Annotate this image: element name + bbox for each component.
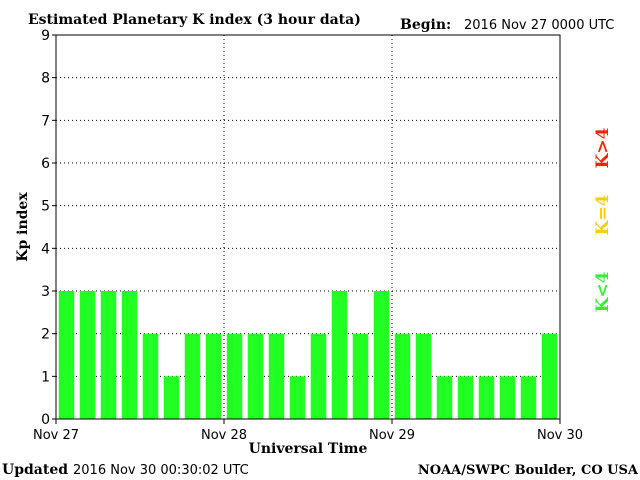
kp-bar (163, 376, 180, 419)
y-tick-label: 6 (41, 156, 50, 172)
kp-bar (541, 333, 558, 419)
kp-bar (394, 333, 411, 419)
kp-bar (79, 291, 96, 419)
y-tick-label: 9 (41, 28, 50, 44)
kp-bar (205, 333, 222, 419)
y-tick-label: 3 (41, 284, 50, 300)
x-tick-label: Nov 27 (33, 428, 79, 443)
x-axis-label: Universal Time (249, 441, 368, 457)
kp-bar (226, 333, 243, 419)
y-tick-label: 1 (41, 369, 50, 385)
begin-value: 2016 Nov 27 0000 UTC (464, 18, 614, 33)
y-tick-label: 7 (41, 113, 50, 129)
x-tick-label: Nov 30 (537, 428, 583, 443)
legend-k-less-4: K<4 (593, 271, 613, 312)
kp-bar (415, 333, 432, 419)
source-credit: NOAA/SWPC Boulder, CO USA (418, 463, 639, 478)
kp-bar (499, 376, 516, 419)
y-ticks: 0 1 2 3 4 5 6 7 8 9 (41, 28, 56, 428)
kp-bar (310, 333, 327, 419)
kp-bar (331, 291, 348, 419)
kp-bar (268, 333, 285, 419)
bars-group (58, 291, 558, 419)
kp-bar (373, 291, 390, 419)
kp-bar (520, 376, 537, 419)
kp-bar (436, 376, 453, 419)
chart-title: Estimated Planetary K index (3 hour data… (28, 12, 361, 28)
kp-bar (289, 376, 306, 419)
kp-bar (184, 333, 201, 419)
x-tick-label: Nov 29 (369, 428, 415, 443)
kp-bar (100, 291, 117, 419)
plot-frame (55, 34, 561, 420)
kp-bar (142, 333, 159, 419)
legend-k-greater-4: K>4 (593, 127, 613, 168)
begin-label: Begin: (400, 17, 451, 33)
x-tick-label: Nov 28 (201, 428, 247, 443)
kp-bar (478, 376, 495, 419)
kp-bar (352, 333, 369, 419)
y-tick-label: 4 (41, 241, 50, 257)
kp-bar (247, 333, 264, 419)
kp-bar (58, 291, 75, 419)
y-tick-label: 0 (41, 412, 50, 428)
y-tick-label: 8 (41, 71, 50, 87)
x-ticks: Nov 27 Nov 28 Nov 29 Nov 30 (33, 419, 583, 443)
y-tick-label: 2 (41, 327, 50, 343)
kp-bar (121, 291, 138, 419)
legend-k-equal-4: K=4 (593, 194, 613, 235)
updated-value: 2016 Nov 30 00:30:02 UTC (73, 463, 249, 478)
y-tick-label: 5 (41, 199, 50, 215)
kp-bar (457, 376, 474, 419)
grid-lines (56, 35, 560, 419)
updated-label: Updated (2, 462, 68, 478)
y-axis-label: Kp index (15, 192, 31, 262)
